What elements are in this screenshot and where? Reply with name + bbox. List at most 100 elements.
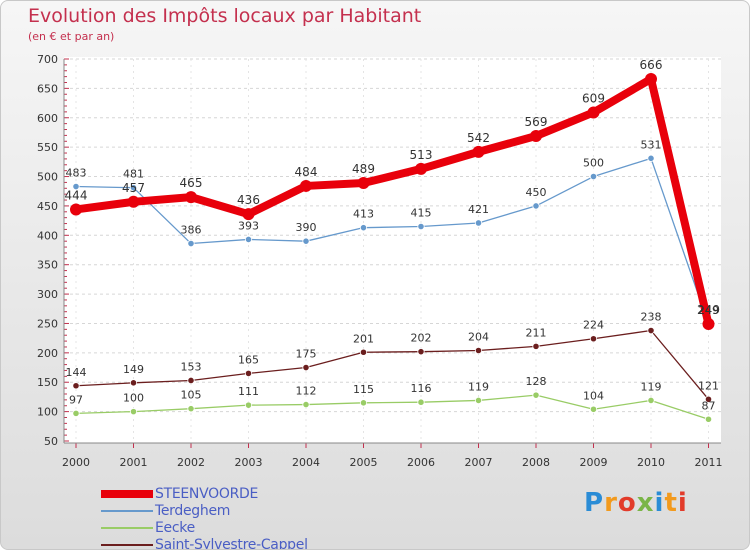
data-label: 97 xyxy=(69,393,83,406)
data-point xyxy=(72,409,80,417)
data-point xyxy=(474,219,483,227)
legend: STEENVOORDE Terdeghem Eecke Saint-Sylvestre… xyxy=(101,485,308,550)
data-point xyxy=(187,239,195,248)
data-point xyxy=(302,363,310,372)
data-point xyxy=(417,348,425,356)
data-point xyxy=(702,318,715,331)
data-label: 489 xyxy=(352,162,375,176)
data-label: 201 xyxy=(353,332,374,345)
data-label: 224 xyxy=(583,319,604,332)
x-tick-label: 2011 xyxy=(695,456,723,469)
data-point xyxy=(472,145,485,158)
data-label: 390 xyxy=(296,221,317,234)
x-tick-label: 2006 xyxy=(407,456,435,469)
data-point xyxy=(589,405,598,413)
data-label: 450 xyxy=(526,186,547,199)
data-point xyxy=(129,184,138,192)
series-line-STEENVOORDE xyxy=(72,74,713,329)
x-tick-label: 2000 xyxy=(62,456,90,469)
legend-label: STEENVOORDE xyxy=(155,485,259,502)
data-point xyxy=(302,237,310,245)
data-point xyxy=(300,179,312,192)
data-label: 121 xyxy=(698,379,719,392)
data-point xyxy=(70,203,82,216)
data-point xyxy=(359,224,368,232)
data-label: 483 xyxy=(66,167,87,180)
data-point xyxy=(589,335,598,343)
data-label: 249 xyxy=(697,303,720,317)
chart-title: Evolution des Impôts locaux par Habitant xyxy=(28,5,422,27)
data-point xyxy=(530,129,542,142)
legend-label: Saint-Sylvestre-Cappel xyxy=(155,536,308,550)
data-label: 500 xyxy=(583,157,604,170)
data-label: 204 xyxy=(468,330,489,343)
x-tick-label: 2007 xyxy=(465,456,493,469)
data-label: 413 xyxy=(353,208,374,221)
legend-swatch xyxy=(101,543,153,546)
data-label: 119 xyxy=(641,380,662,393)
data-point xyxy=(359,348,368,356)
y-tick-label: 650 xyxy=(37,82,58,95)
data-label: 666 xyxy=(640,58,663,72)
data-point xyxy=(645,72,657,85)
y-tick-label: 300 xyxy=(37,288,58,301)
data-point xyxy=(532,391,540,399)
data-point xyxy=(532,202,540,210)
data-point xyxy=(417,398,425,406)
data-label: 531 xyxy=(641,138,662,151)
data-label: 165 xyxy=(238,353,259,366)
data-point xyxy=(244,369,253,378)
data-label: 393 xyxy=(238,219,259,232)
chart-subtitle: (en € et par an) xyxy=(28,30,115,43)
data-label: 112 xyxy=(296,385,317,398)
data-label: 415 xyxy=(411,206,432,219)
data-label: 175 xyxy=(296,348,317,361)
data-label: 211 xyxy=(526,326,547,339)
data-point xyxy=(129,408,138,416)
legend-item: Terdeghem xyxy=(101,502,308,519)
plot-area xyxy=(64,57,721,443)
legend-label: Eecke xyxy=(155,519,195,536)
y-tick-label: 500 xyxy=(37,171,58,184)
data-point xyxy=(244,235,253,244)
data-point xyxy=(129,379,138,387)
legend-swatch xyxy=(101,509,153,512)
x-tick-label: 2010 xyxy=(637,456,665,469)
data-label: 149 xyxy=(123,363,144,376)
x-tick-label: 2002 xyxy=(177,456,205,469)
data-label: 386 xyxy=(181,224,202,237)
data-label: 202 xyxy=(411,332,432,345)
y-tick-label: 450 xyxy=(37,200,58,213)
data-point xyxy=(417,222,425,231)
data-point xyxy=(647,154,655,162)
data-point xyxy=(474,396,483,405)
legend-item: Saint-Sylvestre-Cappel xyxy=(101,536,308,550)
x-tick-label: 2003 xyxy=(235,456,263,469)
data-label: 421 xyxy=(468,203,489,216)
data-label: 484 xyxy=(295,165,318,179)
legend-item: STEENVOORDE xyxy=(101,485,308,502)
y-tick-label: 600 xyxy=(37,112,58,125)
y-tick-label: 700 xyxy=(37,53,58,66)
data-label: 569 xyxy=(525,115,548,129)
x-tick-label: 2004 xyxy=(292,456,320,469)
data-point xyxy=(589,172,598,181)
data-label: 609 xyxy=(582,91,605,105)
data-point xyxy=(647,326,655,335)
data-label: 153 xyxy=(181,360,202,373)
data-label: 465 xyxy=(180,176,203,190)
y-tick-label: 150 xyxy=(37,376,58,389)
y-tick-label: 250 xyxy=(37,317,58,330)
legend-label: Terdeghem xyxy=(155,502,231,519)
data-point xyxy=(72,382,80,390)
x-tick-label: 2009 xyxy=(580,456,608,469)
legend-swatch xyxy=(101,526,153,529)
data-label: 444 xyxy=(65,188,88,202)
x-tick-label: 2001 xyxy=(120,456,148,469)
legend-item: Eecke xyxy=(101,519,308,536)
data-label: 238 xyxy=(641,311,662,324)
data-label: 115 xyxy=(353,383,374,396)
data-label: 87 xyxy=(702,399,716,412)
